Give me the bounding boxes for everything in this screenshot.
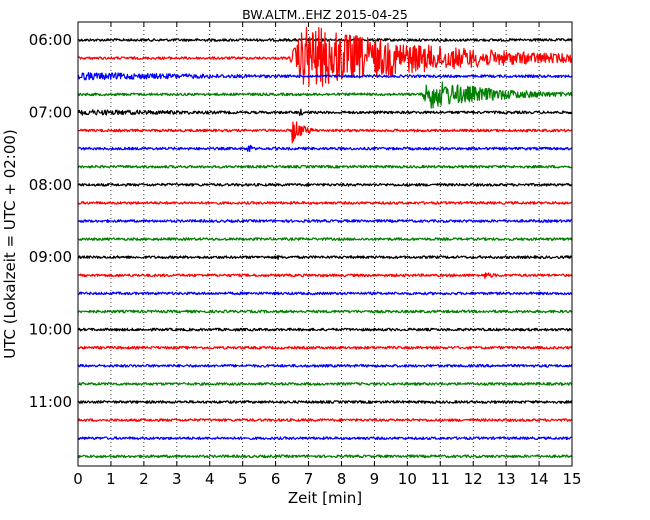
trace-0800 (78, 182, 572, 187)
x-tick-label: 12 (464, 470, 483, 488)
x-tick-label: 10 (398, 470, 417, 488)
trace-1145 (78, 454, 572, 459)
trace-0700 (78, 108, 572, 117)
plot-background (78, 22, 572, 466)
trace-0715 (78, 121, 572, 144)
y-tick-label: 11:00 (29, 393, 72, 411)
trace-0815 (78, 201, 572, 205)
x-tick-label: 2 (139, 470, 149, 488)
trace-0845 (78, 237, 572, 241)
y-tick-label: 07:00 (29, 103, 72, 121)
trace-1045 (78, 382, 572, 386)
x-tick-label: 3 (172, 470, 182, 488)
trace-1100 (78, 400, 572, 404)
y-tick-label: 08:00 (29, 176, 72, 194)
plot-frame (77, 21, 573, 467)
trace-0830 (78, 219, 572, 223)
x-tick-label: 14 (530, 470, 549, 488)
trace-0615 (78, 26, 572, 87)
seismic-traces (78, 26, 572, 459)
trace-1030 (78, 363, 572, 368)
x-tick-label: 7 (304, 470, 314, 488)
y-tick-label: 09:00 (29, 248, 72, 266)
x-tick-label: 15 (562, 470, 581, 488)
x-tick-label: 13 (497, 470, 516, 488)
x-tick-label: 4 (205, 470, 215, 488)
x-tick-label: 1 (106, 470, 116, 488)
y-axis-ticks: 06:00 07:00 08:00 09:00 10:00 11:00 (29, 31, 572, 411)
x-tick-label: 5 (238, 470, 248, 488)
trace-0730 (78, 144, 572, 153)
trace-0945 (78, 309, 572, 314)
y-tick-label: 06:00 (29, 31, 72, 49)
x-tick-label: 11 (431, 470, 450, 488)
trace-1115 (78, 418, 572, 422)
x-axis-title: Zeit [min] (288, 489, 362, 507)
trace-0900 (78, 255, 572, 261)
x-tick-label: 0 (73, 470, 83, 488)
x-tick-label: 6 (271, 470, 281, 488)
trace-0630 (78, 71, 572, 81)
x-tick-label: 8 (337, 470, 347, 488)
trace-0745 (78, 164, 572, 169)
trace-0915 (78, 272, 572, 279)
trace-1000 (78, 327, 572, 332)
x-tick-label: 9 (370, 470, 380, 488)
trace-1130 (78, 436, 572, 441)
trace-0645 (78, 81, 572, 109)
x-axis-ticks: 0 1 2 3 4 5 6 7 8 9 10 11 12 13 14 15 (73, 22, 582, 488)
y-tick-label: 10:00 (29, 321, 72, 339)
trace-0930 (78, 291, 572, 296)
trace-1015 (78, 345, 572, 350)
chart-title: BW.ALTM..EHZ 2015-04-25 (242, 7, 408, 22)
y-axis-title: UTC (Lokalzeit = UTC + 02:00) (1, 129, 19, 359)
